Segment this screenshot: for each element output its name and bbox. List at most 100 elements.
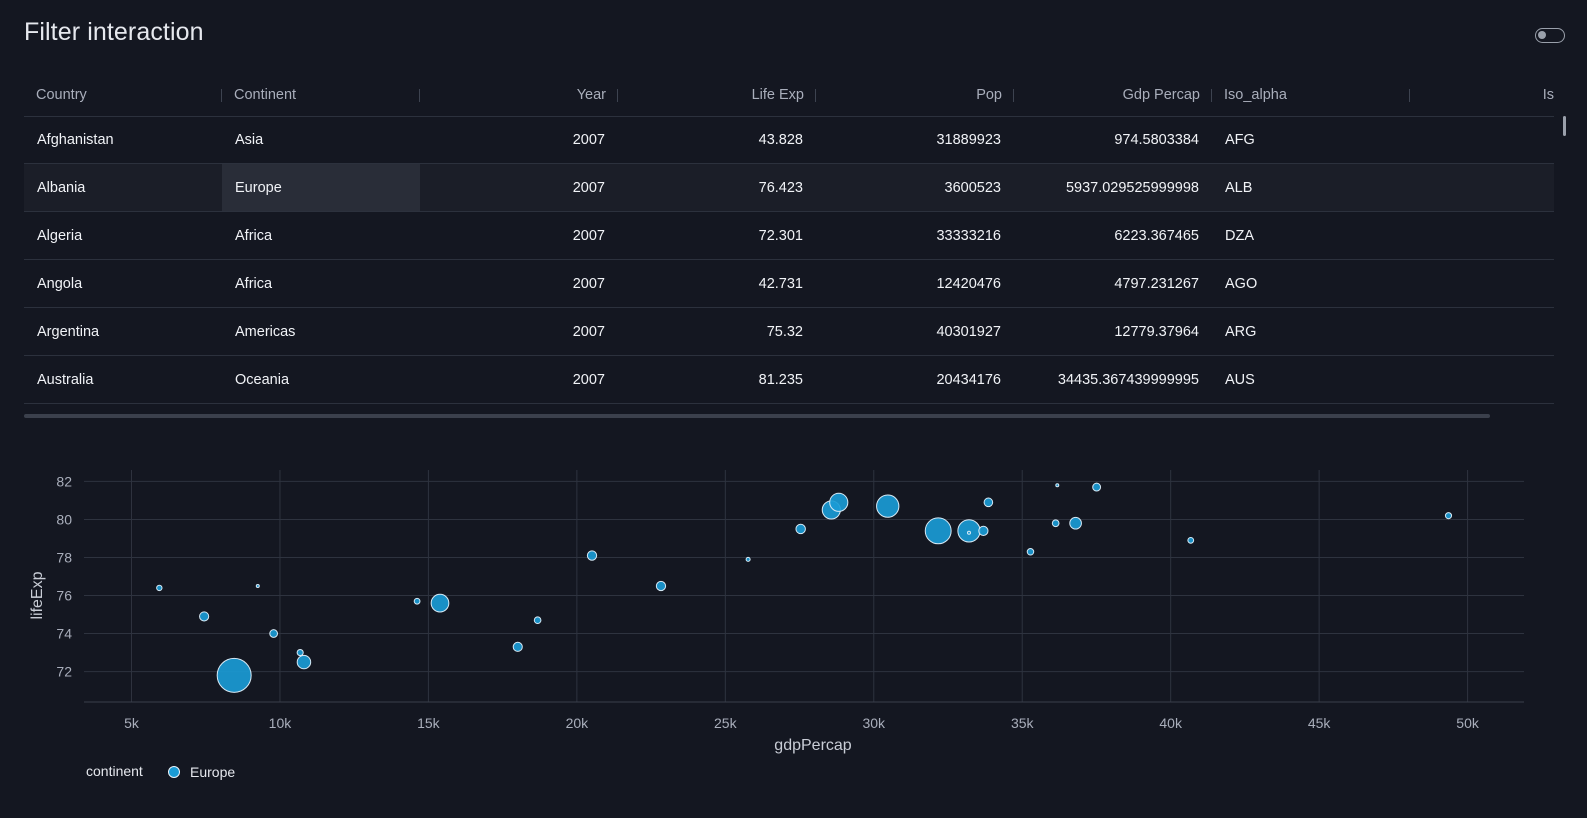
data-point[interactable] (430, 593, 450, 613)
column-header-iso-alpha[interactable]: Iso_alpha (1212, 74, 1410, 116)
table-row[interactable]: Australia Oceania 2007 81.235 20434176 34435.… (24, 356, 1554, 404)
cell-continent[interactable]: Asia (235, 131, 264, 148)
data-point[interactable] (413, 597, 421, 605)
cell-continent[interactable]: Africa (235, 275, 273, 292)
cell-gdp-percap[interactable]: 4797.231267 (1114, 275, 1199, 292)
data-point[interactable] (829, 492, 849, 512)
column-header-year[interactable]: Year (420, 74, 618, 116)
cell-pop[interactable]: 33333216 (936, 227, 1001, 244)
data-point[interactable] (216, 657, 252, 693)
cell-year[interactable]: 2007 (572, 371, 605, 388)
cell-pop[interactable]: 12420476 (936, 275, 1001, 292)
x-tick-label: 5k (124, 715, 140, 731)
legend-label: Europe (190, 764, 236, 780)
x-tick-label: 35k (1011, 715, 1035, 731)
data-point[interactable] (1069, 516, 1082, 530)
cell-year[interactable]: 2007 (572, 323, 605, 340)
cell-life-exp[interactable]: 81.235 (758, 371, 803, 388)
data-point[interactable] (983, 497, 994, 508)
toggle-knob (1538, 31, 1546, 39)
cell-country[interactable]: Argentina (37, 323, 100, 340)
data-point[interactable] (296, 648, 304, 657)
column-header-country[interactable]: Country (24, 74, 222, 116)
x-tick-label: 40k (1159, 715, 1183, 731)
data-point[interactable] (269, 629, 278, 638)
y-tick-label: 82 (56, 473, 72, 489)
cell-year[interactable]: 2007 (572, 227, 605, 244)
table-row[interactable]: Algeria Africa 2007 72.301 33333216 6223.3674… (24, 212, 1554, 260)
data-point[interactable] (924, 517, 952, 545)
cell-pop[interactable]: 31889923 (936, 131, 1001, 148)
cell-gdp-percap[interactable]: 974.5803384 (1114, 131, 1199, 148)
legend-title: continent (86, 763, 143, 779)
vertical-scrollbar[interactable] (1563, 116, 1566, 136)
data-point[interactable] (1187, 536, 1195, 544)
table-row[interactable]: Angola Africa 2007 42.731 12420476 4797.23126… (24, 260, 1554, 308)
cell-life-exp[interactable]: 76.423 (758, 179, 803, 196)
cell-pop[interactable]: 3600523 (944, 179, 1001, 196)
cell-country[interactable]: Australia (37, 371, 94, 388)
data-point[interactable] (199, 611, 210, 622)
cell-year[interactable]: 2007 (572, 179, 605, 196)
cell-continent[interactable]: Americas (235, 323, 296, 340)
column-header-continent[interactable]: Continent (222, 74, 420, 116)
data-point[interactable] (1444, 512, 1453, 520)
cell-pop[interactable]: 40301927 (936, 323, 1001, 340)
cell-continent[interactable]: Africa (235, 227, 273, 244)
data-point[interactable] (978, 525, 989, 536)
table-row[interactable]: Argentina Americas 2007 75.32 40301927 12779.… (24, 308, 1554, 356)
legend-item-europe[interactable]: Europe (168, 764, 235, 780)
legend-marker (168, 766, 180, 778)
y-tick-label: 78 (56, 549, 72, 565)
cell-gdp-percap[interactable]: 34435.367439999995 (1057, 371, 1199, 388)
cell-country[interactable]: Afghanistan (37, 131, 114, 148)
page-title: Filter interaction (24, 18, 204, 46)
data-point[interactable] (1092, 482, 1102, 492)
cell-iso-alpha[interactable]: DZA (1225, 227, 1254, 244)
cell-iso-alpha[interactable]: ALB (1225, 179, 1253, 196)
data-point[interactable] (255, 584, 260, 588)
cell-life-exp[interactable]: 72.301 (758, 227, 803, 244)
table-row[interactable]: Albania Europe 2007 76.423 3600523 5937.02952… (24, 164, 1554, 212)
column-header-life-exp[interactable]: Life Exp (618, 74, 816, 116)
cell-iso-alpha[interactable]: ARG (1225, 323, 1257, 340)
data-point[interactable] (655, 580, 667, 592)
cell-country[interactable]: Angola (37, 275, 83, 292)
data-point[interactable] (533, 616, 542, 625)
cell-iso-alpha[interactable]: AGO (1225, 275, 1258, 292)
data-point[interactable] (745, 556, 751, 562)
data-point[interactable] (1026, 548, 1035, 556)
cell-gdp-percap[interactable]: 6223.367465 (1114, 227, 1199, 244)
horizontal-scrollbar[interactable] (24, 414, 1490, 418)
cell-iso-alpha[interactable]: AUS (1225, 371, 1255, 388)
data-point[interactable] (586, 550, 598, 561)
data-point[interactable] (795, 523, 806, 535)
theme-toggle[interactable] (1535, 28, 1565, 43)
data-point[interactable] (296, 654, 312, 670)
data-point[interactable] (1051, 519, 1060, 528)
data-point[interactable] (966, 530, 971, 535)
x-tick-label: 10k (269, 715, 293, 731)
cell-country[interactable]: Albania (37, 179, 86, 196)
table-row[interactable]: Afghanistan Asia 2007 43.828 31889923 974.580… (24, 116, 1554, 164)
data-point[interactable] (156, 584, 163, 592)
cell-continent[interactable]: Oceania (235, 371, 290, 388)
cell-life-exp[interactable]: 75.32 (766, 323, 803, 340)
cell-life-exp[interactable]: 42.731 (758, 275, 803, 292)
column-header-iso-num[interactable]: Is (1542, 87, 1554, 103)
data-point[interactable] (512, 641, 523, 652)
cell-gdp-percap[interactable]: 12779.37964 (1114, 323, 1199, 340)
cell-country[interactable]: Algeria (37, 227, 83, 244)
column-header-gdp-percap[interactable]: Gdp Percap (1014, 74, 1212, 116)
y-tick-label: 72 (56, 664, 72, 680)
cell-gdp-percap[interactable]: 5937.029525999998 (1065, 179, 1199, 196)
cell-year[interactable]: 2007 (572, 275, 605, 292)
cell-life-exp[interactable]: 43.828 (758, 131, 803, 148)
data-point[interactable] (876, 494, 900, 518)
data-point[interactable] (1055, 483, 1060, 488)
cell-iso-alpha[interactable]: AFG (1225, 131, 1255, 148)
column-header-pop[interactable]: Pop (816, 74, 1014, 116)
cell-continent[interactable]: Europe (222, 164, 420, 211)
cell-year[interactable]: 2007 (572, 131, 605, 148)
cell-pop[interactable]: 20434176 (936, 371, 1001, 388)
